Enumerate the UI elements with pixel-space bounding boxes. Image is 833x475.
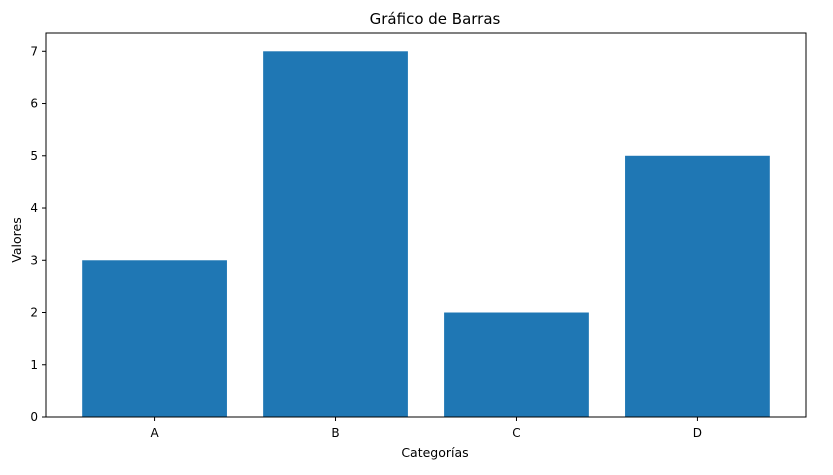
y-tick-label-2: 2 — [30, 306, 38, 320]
y-tick-label-7: 7 — [30, 44, 38, 58]
bar-a — [82, 260, 227, 417]
bar-b — [263, 51, 408, 417]
x-axis-label: Categorías — [401, 445, 468, 460]
y-tick-label-4: 4 — [30, 201, 38, 215]
chart-title: Gráfico de Barras — [370, 10, 501, 28]
x-tick-label-d: D — [693, 426, 702, 440]
bar-c — [444, 312, 589, 417]
bar-d — [625, 155, 770, 417]
x-tick-label-a: A — [150, 426, 159, 440]
y-tick-label-5: 5 — [30, 149, 38, 163]
y-tick-label-6: 6 — [30, 97, 38, 111]
y-axis-label: Valores — [9, 217, 24, 262]
y-tick-label-0: 0 — [30, 410, 38, 424]
x-tick-label-b: B — [331, 426, 339, 440]
plot-frame — [45, 32, 807, 418]
y-tick-label-1: 1 — [30, 358, 38, 372]
plot-area: A B C D 0 1 2 3 4 5 6 7 — [30, 32, 807, 440]
y-tick-label-3: 3 — [30, 253, 38, 267]
x-tick-label-c: C — [512, 426, 520, 440]
